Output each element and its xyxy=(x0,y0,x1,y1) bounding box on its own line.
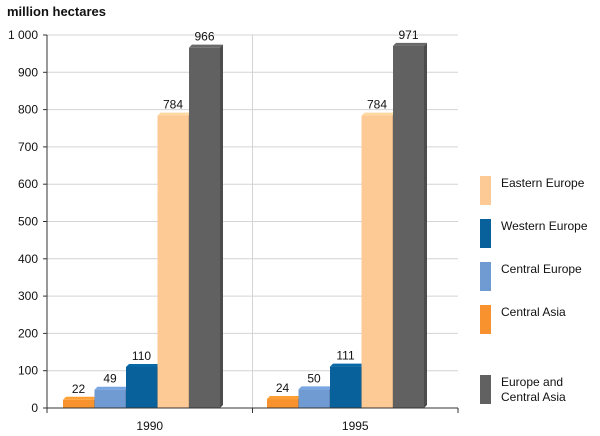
value-label: 784 xyxy=(163,98,183,112)
legend-item-eastern-europe: Eastern Europe xyxy=(480,176,584,205)
y-tick-label: 600 xyxy=(18,177,38,191)
value-label: 784 xyxy=(367,98,387,112)
bar xyxy=(361,115,393,409)
y-tick-label: 900 xyxy=(18,65,38,79)
y-tick-label: 400 xyxy=(18,252,38,266)
value-label: 971 xyxy=(398,28,418,42)
value-label: 49 xyxy=(103,372,117,386)
bar xyxy=(94,389,126,408)
legend-label: Western Europe xyxy=(501,219,588,233)
bar xyxy=(393,45,424,408)
legend-item-europe-and-central-asia: Europe and Central Asia xyxy=(480,375,566,405)
value-label: 22 xyxy=(72,382,86,396)
bar-top xyxy=(189,44,223,48)
axes xyxy=(46,35,459,413)
value-label: 111 xyxy=(336,349,355,363)
bar-top xyxy=(361,112,396,116)
bars xyxy=(63,42,427,409)
bar xyxy=(63,399,94,408)
legend-item-central-europe: Central Europe xyxy=(480,262,582,291)
bar xyxy=(189,47,220,408)
y-tick-label: 800 xyxy=(18,103,38,117)
legend-swatch xyxy=(480,176,491,205)
legend-label: Central Europe xyxy=(501,262,582,276)
legend-swatch xyxy=(480,219,491,248)
value-label: 110 xyxy=(132,349,151,363)
legend-swatch xyxy=(480,305,491,334)
y-tick-label: 100 xyxy=(18,364,38,378)
legend-label: Europe and Central Asia xyxy=(501,375,566,404)
y-tick-label: 700 xyxy=(18,140,38,154)
bar xyxy=(298,389,330,408)
value-label: 966 xyxy=(194,30,214,44)
bar xyxy=(157,115,189,409)
bar-top xyxy=(330,363,364,367)
y-axis-ticks: 0 100 200 300 400 500 600 700 800 900 1 000 xyxy=(8,28,47,415)
bar-top xyxy=(94,386,129,390)
legend-swatch xyxy=(480,262,491,291)
bar xyxy=(126,366,157,408)
bar-side xyxy=(424,42,427,408)
bar-top xyxy=(267,396,301,400)
y-tick-label: 500 xyxy=(18,215,38,229)
bar-top xyxy=(157,112,192,116)
bar-top xyxy=(126,363,160,367)
y-tick-label: 200 xyxy=(18,326,38,340)
bar-top xyxy=(393,42,427,46)
legend-item-central-asia: Central Asia xyxy=(480,305,566,334)
bar xyxy=(330,366,361,408)
bar-top xyxy=(63,396,97,400)
x-tick-label: 1995 xyxy=(342,419,369,433)
y-tick-label: 0 xyxy=(31,401,38,415)
y-axis-unit-label: million hectares xyxy=(7,4,106,19)
bar xyxy=(267,399,298,408)
legend-item-western-europe: Western Europe xyxy=(480,219,588,248)
x-tick-label: 1990 xyxy=(136,419,163,433)
legend-label: Eastern Europe xyxy=(501,176,585,190)
bar-side xyxy=(220,44,223,408)
legend-swatch xyxy=(480,375,491,404)
y-tick-label: 300 xyxy=(18,289,38,303)
bar-top xyxy=(298,386,333,390)
legend-label: Central Asia xyxy=(501,305,566,319)
value-label: 24 xyxy=(276,381,290,395)
y-tick-label: 1 000 xyxy=(8,28,38,42)
value-label: 50 xyxy=(307,371,321,385)
value-labels: 22 49 110 784 966 24 50 111 784 971 xyxy=(72,28,419,396)
x-axis-labels: 1990 1995 xyxy=(136,419,369,433)
